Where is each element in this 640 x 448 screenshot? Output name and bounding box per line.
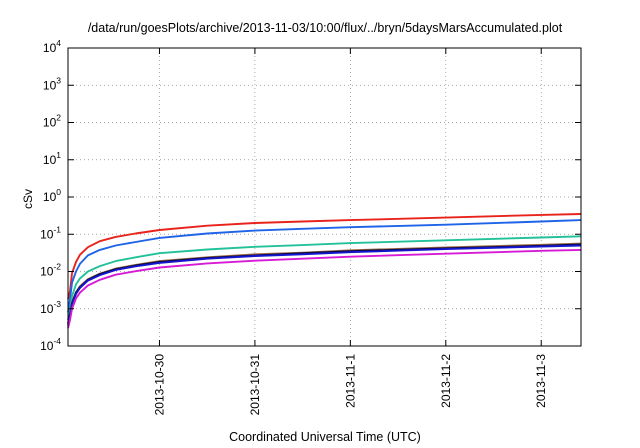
y-tick-base: 10: [40, 302, 54, 316]
y-axis-label: cSv: [21, 189, 35, 209]
series-layer: [67, 213, 582, 329]
y-tick-base: 10: [43, 116, 57, 130]
x-tick-label: 2013-11-3: [534, 354, 548, 408]
y-tick-base: 10: [43, 78, 57, 92]
x-tick-label: 2013-11-1: [343, 354, 357, 408]
series-line-7: [67, 248, 582, 329]
y-tick-label: 10-1: [40, 224, 61, 241]
grid-layer: [68, 48, 581, 346]
chart-title: /data/run/goesPlots/archive/2013-11-03/1…: [88, 21, 563, 35]
y-tick-base: 10: [40, 227, 54, 241]
y-tick-base: 10: [43, 190, 57, 204]
y-tick-base: 10: [40, 265, 54, 279]
y-tick-exponent: 4: [56, 38, 61, 48]
y-tick-base: 10: [40, 339, 54, 353]
y-tick-base: 10: [43, 41, 57, 55]
y-tick-exponent: -2: [53, 262, 61, 272]
plot-frame: [67, 47, 582, 347]
y-tick-label: 10-2: [40, 262, 61, 279]
y-tick-label: 100: [43, 187, 61, 204]
y-tick-label: 10-4: [40, 336, 61, 353]
y-tick-exponent: -4: [53, 336, 61, 346]
axis-layer: 10-410-310-210-11001011021031042013-10-3…: [40, 38, 581, 415]
series-line-6: [67, 244, 582, 326]
y-tick-exponent: 1: [56, 150, 61, 160]
series-line-1: [67, 213, 582, 300]
y-tick-label: 10-3: [40, 299, 61, 316]
x-tick-label: 2013-11-2: [439, 354, 453, 408]
x-tick-label: 2013-10-31: [248, 354, 262, 416]
y-tick-base: 10: [43, 153, 57, 167]
y-tick-exponent: -3: [53, 299, 61, 309]
y-tick-label: 103: [43, 75, 61, 92]
y-tick-label: 101: [43, 150, 61, 167]
y-tick-exponent: -1: [53, 224, 61, 234]
series-line-3: [67, 235, 582, 321]
y-tick-label: 102: [43, 113, 61, 130]
y-tick-exponent: 2: [56, 113, 61, 123]
series-line-2: [67, 219, 582, 313]
y-tick-exponent: 0: [56, 187, 61, 197]
y-tick-exponent: 3: [56, 75, 61, 85]
x-axis-label: Coordinated Universal Time (UTC): [229, 430, 421, 444]
x-tick-label: 2013-10-30: [152, 354, 166, 416]
y-tick-label: 104: [43, 38, 61, 55]
